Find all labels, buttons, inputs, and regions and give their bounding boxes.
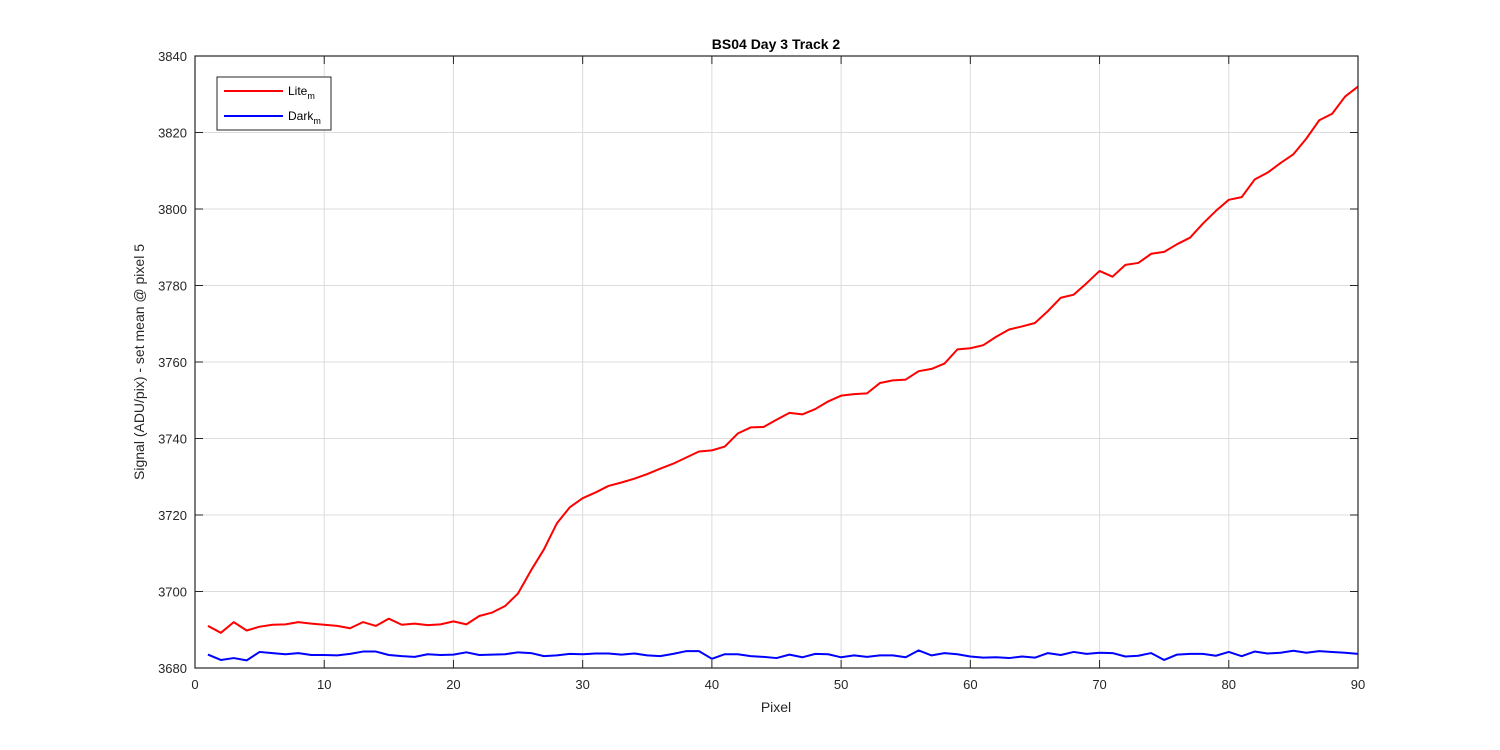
x-tick-label: 50 bbox=[834, 677, 848, 692]
x-tick-label: 70 bbox=[1092, 677, 1106, 692]
legend-label-lite: Litem bbox=[288, 84, 315, 101]
y-tick-label: 3760 bbox=[158, 355, 187, 370]
legend-label-dark: Darkm bbox=[288, 109, 321, 126]
y-tick-label: 3840 bbox=[158, 49, 187, 64]
x-tick-label: 0 bbox=[191, 677, 198, 692]
y-tick-label: 3720 bbox=[158, 508, 187, 523]
series-line-dark bbox=[207, 649, 1359, 662]
chart-title: BS04 Day 3 Track 2 bbox=[712, 36, 841, 52]
x-tick-label: 40 bbox=[705, 677, 719, 692]
x-tick-label: 20 bbox=[446, 677, 460, 692]
y-tick-label: 3780 bbox=[158, 279, 187, 294]
x-tick-label: 80 bbox=[1222, 677, 1236, 692]
x-axis-label: Pixel bbox=[761, 699, 791, 715]
y-tick-label: 3820 bbox=[158, 126, 187, 141]
y-tick-label: 3680 bbox=[158, 661, 187, 676]
y-tick-label: 3700 bbox=[158, 585, 187, 600]
y-tick-label: 3800 bbox=[158, 202, 187, 217]
series-layer bbox=[207, 85, 1359, 662]
legend-box bbox=[216, 76, 332, 131]
y-axis-label: Signal (ADU/pix) - set mean @ pixel 5 bbox=[131, 244, 147, 480]
axis-ticks: 0 10 20 30 40 50 60 70 80 90 3680 3700 3720 3740 3760 3… bbox=[158, 49, 1365, 692]
x-tick-label: 30 bbox=[575, 677, 589, 692]
x-tick-label: 10 bbox=[317, 677, 331, 692]
legend: Litem Darkm bbox=[216, 76, 332, 131]
series-line-lite bbox=[207, 85, 1359, 634]
y-tick-label: 3740 bbox=[158, 432, 187, 447]
x-tick-label: 90 bbox=[1351, 677, 1365, 692]
x-tick-label: 60 bbox=[963, 677, 977, 692]
